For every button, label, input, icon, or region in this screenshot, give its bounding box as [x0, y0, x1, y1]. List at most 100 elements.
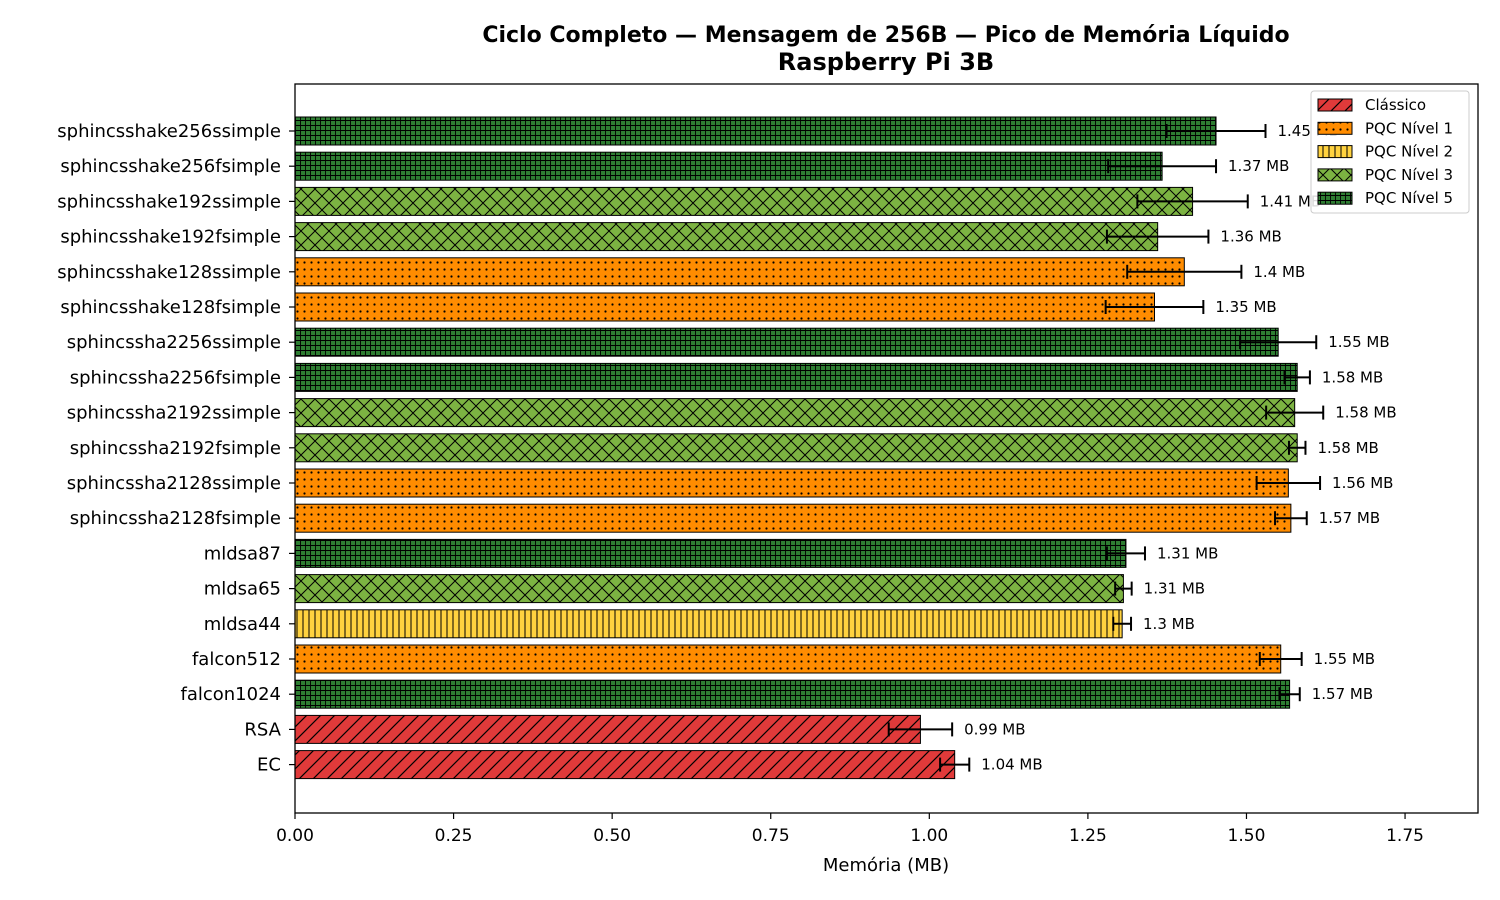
- data-label-sphincsshake128fsimple: 1.35 MB: [1215, 298, 1276, 316]
- bar-sphincssha2256fsimple: [294, 362, 1298, 392]
- bar-sphincsshake128ssimple: [294, 257, 1185, 287]
- category-label-EC: EC: [257, 755, 281, 776]
- x-axis-label: Memória (MB): [823, 855, 949, 876]
- bar-sphincsshake128fsimple: [294, 292, 1155, 322]
- data-label-falcon1024: 1.57 MB: [1312, 685, 1373, 703]
- bars-group: [294, 116, 1298, 780]
- data-label-sphincsshake192ssimple: 1.41 MB: [1260, 192, 1321, 210]
- x-tick-label-0.00: 0.00: [276, 826, 314, 846]
- legend-swatch-n1: [1317, 121, 1353, 135]
- category-label-sphincsshake192fsimple: sphincsshake192fsimple: [60, 227, 281, 248]
- data-label-mldsa44: 1.3 MB: [1143, 615, 1195, 633]
- bar-sphincsshake192ssimple: [294, 186, 1194, 216]
- legend-label-n1: PQC Nível 1: [1365, 119, 1453, 137]
- x-tick-label-1.75: 1.75: [1386, 826, 1424, 846]
- error-bar-sphincsshake128ssimple: [1126, 264, 1243, 279]
- error-bar-sphincssha2256fsimple: [1283, 370, 1311, 385]
- data-label-sphincssha2192ssimple: 1.58 MB: [1335, 404, 1396, 422]
- bar-falcon1024: [294, 679, 1291, 709]
- error-bar-mldsa65: [1114, 581, 1133, 596]
- category-label-sphincssha2192ssimple: sphincssha2192ssimple: [67, 403, 281, 424]
- data-label-mldsa65: 1.31 MB: [1144, 580, 1205, 598]
- data-label-sphincsshake192fsimple: 1.36 MB: [1220, 228, 1281, 246]
- error-bar-falcon512: [1258, 652, 1303, 666]
- legend-swatch-n3: [1317, 168, 1353, 182]
- category-label-sphincsshake256ssimple: sphincsshake256ssimple: [57, 121, 281, 142]
- x-tick-label-0.25: 0.25: [435, 826, 473, 846]
- category-label-RSA: RSA: [244, 719, 281, 740]
- error-bar-sphincsshake192ssimple: [1136, 194, 1249, 209]
- error-bar-sphincsshake128fsimple: [1104, 300, 1205, 314]
- bar-RSA: [294, 714, 921, 744]
- x-tick-label-0.50: 0.50: [593, 826, 631, 846]
- error-bar-sphincssha2192ssimple: [1265, 405, 1325, 420]
- bar-EC: [294, 750, 956, 780]
- data-label-sphincsshake256fsimple: 1.37 MB: [1228, 157, 1289, 175]
- category-label-mldsa87: mldsa87: [204, 543, 281, 564]
- error-bar-falcon1024: [1278, 687, 1301, 702]
- bar-sphincsshake192fsimple: [294, 222, 1159, 252]
- error-bar-sphincssha2192fsimple: [1287, 440, 1307, 455]
- legend-label-n3: PQC Nível 3: [1365, 166, 1453, 184]
- legend-swatch-n5: [1317, 191, 1353, 205]
- data-label-sphincssha2192fsimple: 1.58 MB: [1317, 439, 1378, 457]
- category-label-sphincssha2128ssimple: sphincssha2128ssimple: [67, 473, 281, 494]
- data-labels-group: 1.45 MB1.37 MB1.41 MB1.36 MB1.4 MB1.35 M…: [964, 122, 1396, 774]
- error-bar-EC: [939, 757, 971, 772]
- chart-title: Ciclo Completo — Mensagem de 256B — Pico…: [482, 23, 1289, 48]
- data-label-falcon512: 1.55 MB: [1314, 650, 1375, 668]
- x-tick-label-1.50: 1.50: [1228, 826, 1266, 846]
- data-label-sphincsshake128ssimple: 1.4 MB: [1253, 263, 1305, 281]
- category-label-falcon1024: falcon1024: [181, 684, 282, 705]
- error-bar-mldsa87: [1105, 546, 1146, 561]
- bar-mldsa44: [294, 609, 1123, 639]
- bar-sphincsshake256ssimple: [294, 116, 1217, 146]
- data-label-RSA: 0.99 MB: [964, 720, 1025, 738]
- data-label-sphincssha2256ssimple: 1.55 MB: [1328, 333, 1389, 351]
- bar-sphincsshake256fsimple: [294, 151, 1163, 181]
- error-bar-sphincsshake192fsimple: [1105, 229, 1210, 244]
- x-tick-label-0.75: 0.75: [752, 826, 790, 846]
- legend: Clássico PQC Nível 1 PQC Nível 2 PQC Nível …: [1310, 90, 1470, 214]
- category-label-mldsa44: mldsa44: [204, 614, 281, 635]
- error-bar-mldsa44: [1112, 616, 1133, 631]
- plot-frame: [294, 83, 1479, 814]
- legend-swatch-classico: [1317, 98, 1353, 112]
- legend-box: [1310, 90, 1470, 214]
- data-label-sphincssha2128fsimple: 1.57 MB: [1319, 509, 1380, 527]
- category-label-falcon512: falcon512: [192, 649, 281, 670]
- bar-sphincssha2256ssimple: [294, 327, 1279, 357]
- error-bar-RSA: [887, 722, 954, 737]
- bar-falcon512: [294, 644, 1282, 674]
- bar-sphincssha2192fsimple: [294, 433, 1298, 463]
- error-bar-sphincssha2128fsimple: [1274, 511, 1308, 526]
- legend-label-n5: PQC Nível 5: [1365, 189, 1453, 207]
- error-bar-sphincssha2256ssimple: [1239, 335, 1318, 350]
- category-label-sphincsshake128ssimple: sphincsshake128ssimple: [57, 262, 281, 283]
- legend-label-classico: Clássico: [1365, 96, 1426, 114]
- x-tick-label-1.00: 1.00: [910, 826, 948, 846]
- x-tick-label-1.25: 1.25: [1069, 826, 1107, 846]
- category-label-sphincssha2192fsimple: sphincssha2192fsimple: [70, 438, 281, 459]
- category-label-sphincsshake128fsimple: sphincsshake128fsimple: [60, 297, 281, 318]
- bar-sphincssha2192ssimple: [294, 398, 1296, 428]
- data-label-sphincssha2128ssimple: 1.56 MB: [1332, 474, 1393, 492]
- bar-sphincssha2128ssimple: [294, 468, 1289, 498]
- legend-label-n2: PQC Nível 2: [1365, 143, 1453, 161]
- x-ticks-group: 0.00 0.25 0.50 0.75 1.00 1.25 1.50 1.75: [276, 813, 1424, 846]
- bar-mldsa65: [294, 574, 1124, 604]
- legend-swatch-n2: [1317, 145, 1353, 159]
- category-label-sphincssha2256ssimple: sphincssha2256ssimple: [67, 332, 281, 353]
- category-label-sphincssha2256fsimple: sphincssha2256fsimple: [70, 367, 281, 388]
- category-label-sphincsshake192ssimple: sphincsshake192ssimple: [57, 191, 281, 212]
- data-label-EC: 1.04 MB: [981, 756, 1042, 774]
- category-label-sphincssha2128fsimple: sphincssha2128fsimple: [70, 508, 281, 529]
- chart-subtitle: Raspberry Pi 3B: [778, 48, 994, 76]
- bar-mldsa87: [294, 538, 1127, 568]
- error-bars-group: [887, 124, 1325, 772]
- data-label-mldsa87: 1.31 MB: [1157, 544, 1218, 562]
- error-bar-sphincsshake256fsimple: [1107, 159, 1218, 174]
- category-label-mldsa65: mldsa65: [204, 579, 281, 600]
- data-label-sphincssha2256fsimple: 1.58 MB: [1322, 368, 1383, 386]
